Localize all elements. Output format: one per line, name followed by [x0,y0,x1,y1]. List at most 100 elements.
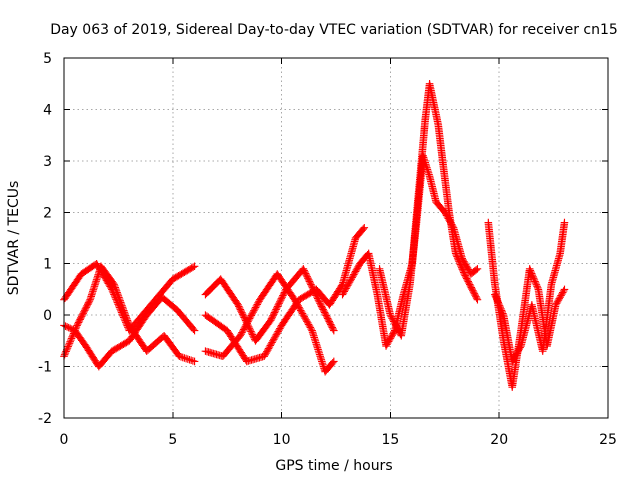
data-point-marker [279,291,287,300]
data-point-marker [462,273,470,281]
data-point-marker [73,321,81,330]
data-point-marker [74,320,82,328]
data-point-marker [268,313,277,321]
data-point-marker [84,300,92,309]
data-point-marker [560,285,569,294]
data-point-marker [74,318,83,327]
data-point-marker [307,325,315,333]
data-point-marker [189,263,197,271]
data-point-marker [328,358,337,367]
y-tick-label: 0 [43,308,52,324]
data-point-marker [190,326,199,335]
data-point-marker [76,315,84,324]
data-point-marker [78,311,87,319]
data-point-marker [323,314,332,323]
data-point-marker [472,292,480,301]
data-point-marker [61,322,70,330]
data-point-marker [278,293,286,301]
data-point-marker [81,305,90,313]
data-point-marker [330,357,338,366]
data-point-marker [80,306,89,315]
data-point-marker [269,310,278,318]
data-point-marker [472,294,481,302]
chart-title: Day 063 of 2019, Sidereal Day-to-day VTE… [50,22,618,38]
data-point-marker [467,283,476,292]
x-tick-label: 15 [381,432,399,448]
data-point-marker [270,308,279,317]
data-point-marker [326,319,334,327]
data-point-marker [276,297,284,306]
data-point-marker [66,324,74,333]
data-point-marker [460,270,469,278]
data-point-marker [469,288,478,296]
data-point-marker [190,357,199,366]
data-point-marker [319,305,327,314]
y-tick-label: 3 [43,154,52,170]
tick-layer: -2 -1 0 1 2 3 4 5 0 5 10 15 20 25 [38,51,617,448]
y-tick-label: 2 [43,205,52,221]
data-point-marker [67,325,76,333]
data-point-marker [318,304,327,312]
data-point-marker [189,325,198,333]
data-point-marker [266,316,275,325]
data-point-marker [273,302,282,311]
data-point-marker [316,301,325,309]
data-point-marker [464,277,472,286]
data-point-marker [271,307,280,315]
data-point-marker [272,305,280,314]
y-tick-label: -1 [38,360,52,376]
data-point-marker [317,302,326,311]
grid-layer [64,58,608,418]
data-point-marker [322,311,330,320]
data-point-marker [323,313,331,321]
x-tick-label: 25 [599,432,617,448]
data-point-marker [359,225,367,233]
data-point-marker [326,320,335,329]
data-point-marker [473,295,482,304]
data-point-marker [330,326,338,335]
data-point-marker [465,279,473,287]
data-point-marker [321,310,330,318]
y-tick-label: 5 [43,51,52,67]
data-point-marker [327,322,336,330]
data-point-marker [273,304,281,312]
data-point-marker [277,294,286,303]
data-point-marker [82,303,91,312]
data-point-marker [463,276,472,284]
data-point-marker [461,271,469,280]
data-point-marker [559,287,568,295]
plot-area-frame [63,57,609,419]
x-tick-label: 20 [490,432,508,448]
data-point-marker [448,222,457,230]
data-point-marker [190,262,199,271]
y-tick-label: -2 [38,411,52,427]
data-point-marker [77,314,85,322]
data-point-marker [471,291,479,299]
data-point-marker [337,281,346,290]
data-point-marker [85,297,94,306]
data-point-marker [80,308,88,316]
data-point-marker [79,309,87,318]
x-tick-label: 10 [273,432,291,448]
y-tick-label: 1 [43,257,52,273]
x-tick-label: 0 [60,432,69,448]
y-tick-label: 4 [43,102,52,118]
data-point-marker [77,312,86,321]
data-point-marker [320,308,329,317]
y-axis-title: SDTVAR / TECUs [6,181,22,296]
data-point-marker [473,265,482,273]
data-point-marker [466,282,475,290]
data-point-marker [267,314,276,323]
data-point-marker [329,325,337,333]
data-point-marker [468,285,476,293]
data-point-marker [274,301,283,309]
data-point-marker [472,266,480,274]
data-point-marker [324,316,333,324]
data-point-marker [320,307,328,315]
data-point-marker [64,323,73,332]
data-point-marker [462,274,471,283]
data-point-marker [83,301,91,310]
data-points-layer [60,79,569,391]
data-point-marker [516,343,524,352]
